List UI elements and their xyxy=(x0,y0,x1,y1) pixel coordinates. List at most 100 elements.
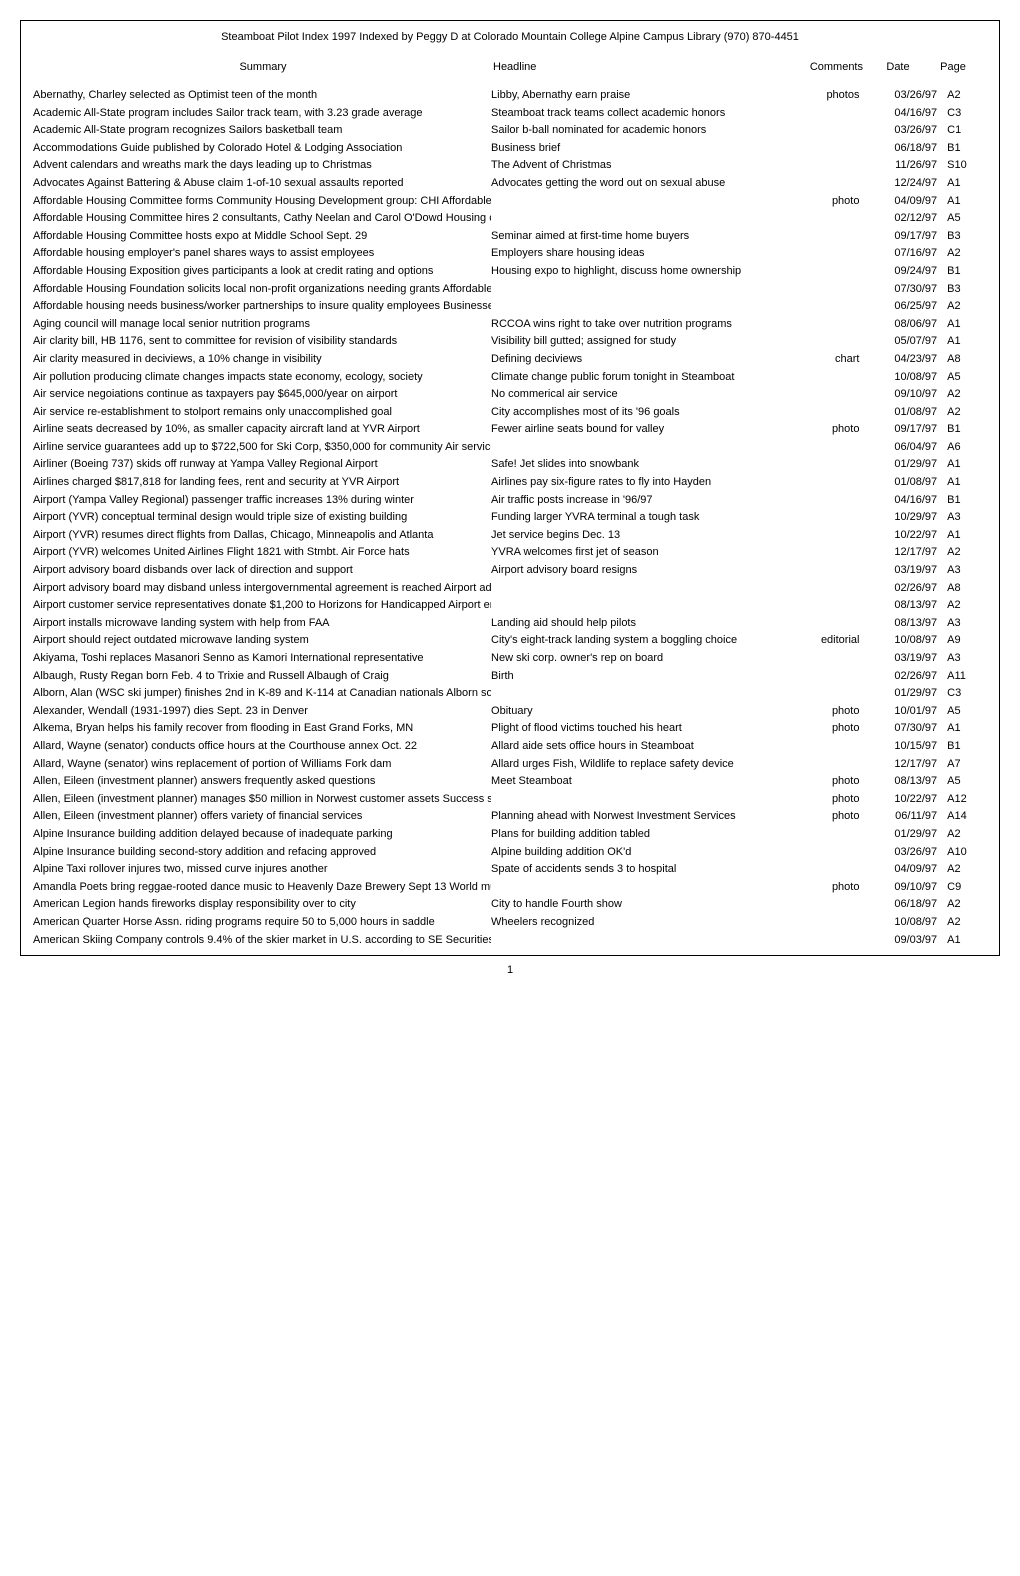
cell-summary: Affordable Housing Foundation solicits l… xyxy=(33,281,491,299)
cell-date: 09/10/97 xyxy=(867,386,943,404)
cell-summary: Accommodations Guide published by Colora… xyxy=(33,140,491,158)
cell-comments xyxy=(790,263,868,281)
table-row: Academic All-State program includes Sail… xyxy=(33,105,987,123)
col-header-date: Date xyxy=(863,61,933,73)
cell-page: B3 xyxy=(943,228,987,246)
cell-page: A5 xyxy=(943,773,987,791)
col-header-comments: Comments xyxy=(793,61,863,73)
table-row: Albaugh, Rusty Regan born Feb. 4 to Trix… xyxy=(33,668,987,686)
cell-headline: No commerical air service xyxy=(491,386,790,404)
cell-date: 03/19/97 xyxy=(867,650,943,668)
cell-date: 06/11/97 xyxy=(867,808,943,826)
cell-comments: chart xyxy=(790,351,868,369)
table-row: Airlines charged $817,818 for landing fe… xyxy=(33,474,987,492)
cell-page: A3 xyxy=(943,615,987,633)
column-headers: Summary Headline Comments Date Page xyxy=(33,61,987,73)
cell-comments xyxy=(790,228,868,246)
cell-headline: Fewer airline seats bound for valley xyxy=(491,421,790,439)
cell-summary: Airport should reject outdated microwave… xyxy=(33,632,491,650)
table-row: Air clarity bill, HB 1176, sent to commi… xyxy=(33,333,987,351)
cell-comments xyxy=(790,404,868,422)
cell-summary: Academic All-State program recognizes Sa… xyxy=(33,122,491,140)
cell-headline: Employers share housing ideas xyxy=(491,245,790,263)
table-row: American Skiing Company controls 9.4% of… xyxy=(33,932,987,950)
cell-date: 03/19/97 xyxy=(867,562,943,580)
cell-summary: Airlines charged $817,818 for landing fe… xyxy=(33,474,491,492)
table-row: Alpine Taxi rollover injures two, missed… xyxy=(33,861,987,879)
table-row: Alborn, Alan (WSC ski jumper) finishes 2… xyxy=(33,685,987,703)
table-row: Affordable housing needs business/worker… xyxy=(33,298,987,316)
cell-page: A2 xyxy=(943,298,987,316)
table-row: Airline service guarantees add up to $72… xyxy=(33,439,987,457)
table-row: Affordable Housing Committee forms Commu… xyxy=(33,193,987,211)
cell-headline: City's eight-track landing system a bogg… xyxy=(491,632,790,650)
cell-headline: Allard urges Fish, Wildlife to replace s… xyxy=(491,756,790,774)
cell-date: 12/17/97 xyxy=(867,544,943,562)
cell-page: A2 xyxy=(943,914,987,932)
cell-page: C9 xyxy=(943,879,987,897)
cell-date: 04/23/97 xyxy=(867,351,943,369)
cell-date: 10/22/97 xyxy=(867,791,943,809)
cell-comments xyxy=(790,826,868,844)
cell-comments: photo xyxy=(790,808,868,826)
cell-page: B1 xyxy=(943,263,987,281)
cell-summary: American Quarter Horse Assn. riding prog… xyxy=(33,914,491,932)
table-row: Affordable Housing Committee hires 2 con… xyxy=(33,210,987,228)
cell-comments: editorial xyxy=(790,632,868,650)
cell-summary: Albaugh, Rusty Regan born Feb. 4 to Trix… xyxy=(33,668,491,686)
col-header-summary: Summary xyxy=(33,61,493,73)
cell-comments xyxy=(790,369,868,387)
cell-summary: Airline seats decreased by 10%, as small… xyxy=(33,421,491,439)
cell-page: A11 xyxy=(943,668,987,686)
cell-page: A6 xyxy=(943,439,987,457)
cell-headline: Sailor b-ball nominated for academic hon… xyxy=(491,122,790,140)
cell-comments: photo xyxy=(790,773,868,791)
table-row: Akiyama, Toshi replaces Masanori Senno a… xyxy=(33,650,987,668)
table-row: Aging council will manage local senior n… xyxy=(33,316,987,334)
cell-page: A12 xyxy=(943,791,987,809)
cell-headline: Libby, Abernathy earn praise xyxy=(491,87,790,105)
cell-summary: Affordable Housing Committee hires 2 con… xyxy=(33,210,491,228)
cell-comments xyxy=(790,650,868,668)
cell-summary: Affordable Housing Exposition gives part… xyxy=(33,263,491,281)
cell-summary: Affordable Housing Committee hosts expo … xyxy=(33,228,491,246)
cell-summary: Alexander, Wendall (1931-1997) dies Sept… xyxy=(33,703,491,721)
table-row: Airline seats decreased by 10%, as small… xyxy=(33,421,987,439)
cell-headline: Safe! Jet slides into snowbank xyxy=(491,456,790,474)
cell-page: A9 xyxy=(943,632,987,650)
cell-headline: Seminar aimed at first-time home buyers xyxy=(491,228,790,246)
table-row: American Quarter Horse Assn. riding prog… xyxy=(33,914,987,932)
table-row: Abernathy, Charley selected as Optimist … xyxy=(33,87,987,105)
cell-summary: Allen, Eileen (investment planner) offer… xyxy=(33,808,491,826)
cell-comments xyxy=(790,896,868,914)
cell-page: A10 xyxy=(943,844,987,862)
cell-comments xyxy=(790,122,868,140)
cell-comments xyxy=(790,738,868,756)
cell-date: 03/26/97 xyxy=(867,87,943,105)
table-row: Airport (YVR) conceptual terminal design… xyxy=(33,509,987,527)
cell-headline: Funding larger YVRA terminal a tough tas… xyxy=(491,509,790,527)
cell-comments xyxy=(790,932,868,950)
cell-date: 07/30/97 xyxy=(867,720,943,738)
cell-date: 06/18/97 xyxy=(867,140,943,158)
table-row: Air service negoiations continue as taxp… xyxy=(33,386,987,404)
cell-page: C1 xyxy=(943,122,987,140)
cell-date: 10/22/97 xyxy=(867,527,943,545)
cell-page: A2 xyxy=(943,896,987,914)
cell-comments xyxy=(790,615,868,633)
cell-date: 07/16/97 xyxy=(867,245,943,263)
cell-comments xyxy=(790,157,868,175)
cell-page: A1 xyxy=(943,474,987,492)
table-row: Airport advisory board may disband unles… xyxy=(33,580,987,598)
table-row: Affordable Housing Committee hosts expo … xyxy=(33,228,987,246)
cell-summary: Akiyama, Toshi replaces Masanori Senno a… xyxy=(33,650,491,668)
cell-summary: Aging council will manage local senior n… xyxy=(33,316,491,334)
cell-page: A1 xyxy=(943,720,987,738)
table-row: Allen, Eileen (investment planner) answe… xyxy=(33,773,987,791)
cell-comments xyxy=(790,140,868,158)
cell-headline: Visibility bill gutted; assigned for stu… xyxy=(491,333,790,351)
cell-date: 03/26/97 xyxy=(867,844,943,862)
cell-summary: Air clarity bill, HB 1176, sent to commi… xyxy=(33,333,491,351)
cell-summary: Allard, Wayne (senator) wins replacement… xyxy=(33,756,491,774)
table-row: Affordable Housing Foundation solicits l… xyxy=(33,281,987,299)
